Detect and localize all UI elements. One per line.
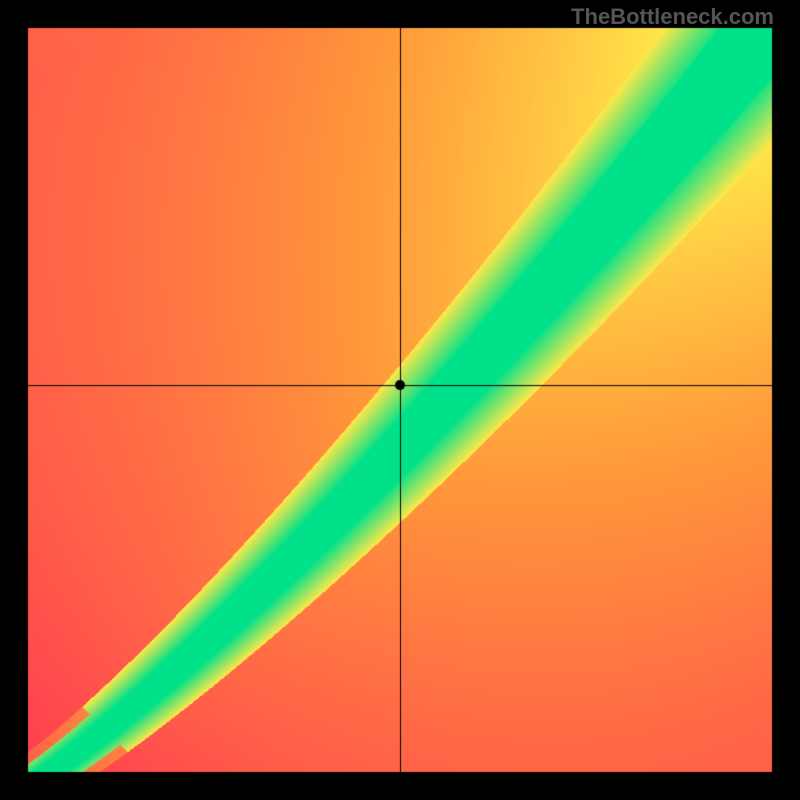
root: TheBottleneck.com <box>0 0 800 800</box>
bottleneck-heatmap <box>0 0 800 800</box>
attribution-text: TheBottleneck.com <box>571 4 774 30</box>
